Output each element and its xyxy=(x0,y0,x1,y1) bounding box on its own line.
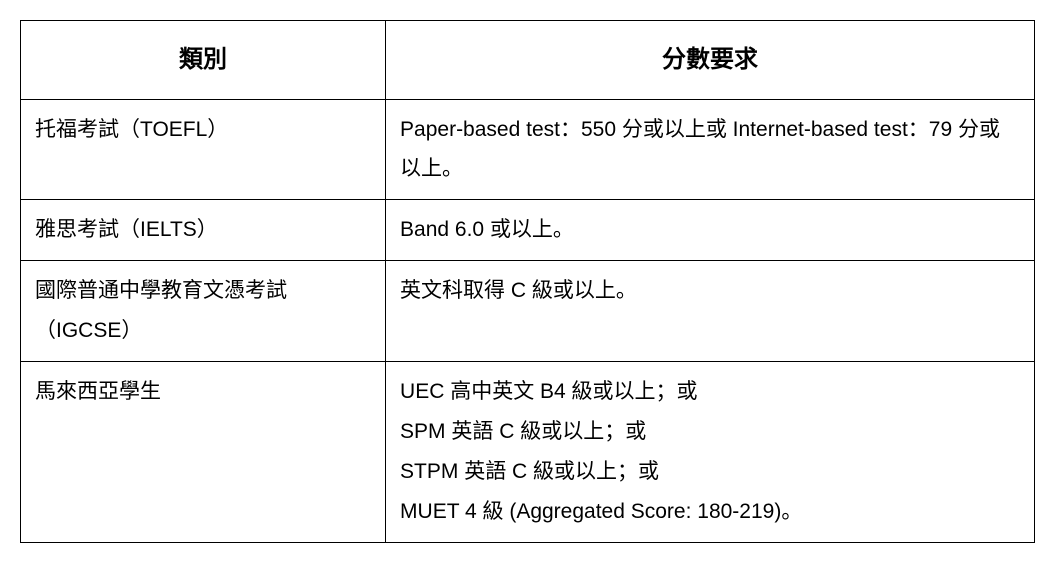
cell-category: 雅思考試（IELTS） xyxy=(21,200,386,261)
requirement-line: 英文科取得 C 級或以上。 xyxy=(400,279,637,302)
cell-category: 馬來西亞學生 xyxy=(21,362,386,543)
table-row: 馬來西亞學生 UEC 高中英文 B4 級或以上；或 SPM 英語 C 級或以上；… xyxy=(21,362,1035,543)
table-row: 國際普通中學教育文憑考試（IGCSE） 英文科取得 C 級或以上。 xyxy=(21,261,1035,362)
cell-requirement: Band 6.0 或以上。 xyxy=(386,200,1035,261)
cell-requirement: UEC 高中英文 B4 級或以上；或 SPM 英語 C 級或以上；或 STPM … xyxy=(386,362,1035,543)
requirement-line: MUET 4 級 (Aggregated Score: 180-219)。 xyxy=(400,492,1020,532)
table-row: 托福考試（TOEFL） Paper-based test：550 分或以上或 I… xyxy=(21,99,1035,200)
cell-category: 托福考試（TOEFL） xyxy=(21,99,386,200)
cell-requirement: Paper-based test：550 分或以上或 Internet-base… xyxy=(386,99,1035,200)
table-row: 雅思考試（IELTS） Band 6.0 或以上。 xyxy=(21,200,1035,261)
header-requirement: 分數要求 xyxy=(386,21,1035,100)
requirements-table: 類別 分數要求 托福考試（TOEFL） Paper-based test：550… xyxy=(20,20,1035,543)
requirements-table-container: 類別 分數要求 托福考試（TOEFL） Paper-based test：550… xyxy=(20,20,1035,543)
cell-requirement: 英文科取得 C 級或以上。 xyxy=(386,261,1035,362)
requirement-line: Band 6.0 或以上。 xyxy=(400,218,574,241)
requirement-line: STPM 英語 C 級或以上；或 xyxy=(400,452,1020,492)
table-header-row: 類別 分數要求 xyxy=(21,21,1035,100)
requirement-line: Paper-based test：550 分或以上或 Internet-base… xyxy=(400,118,1000,181)
cell-category: 國際普通中學教育文憑考試（IGCSE） xyxy=(21,261,386,362)
requirement-line: SPM 英語 C 級或以上；或 xyxy=(400,412,1020,452)
requirement-line: UEC 高中英文 B4 級或以上；或 xyxy=(400,372,1020,412)
header-category: 類別 xyxy=(21,21,386,100)
